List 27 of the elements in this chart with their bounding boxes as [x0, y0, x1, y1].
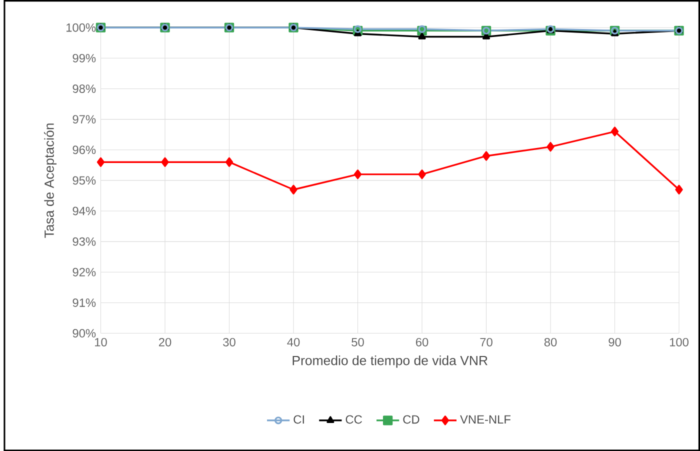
y-tick-label: 93% [72, 237, 96, 246]
x-axis-title: Promedio de tiempo de vida VNR [292, 355, 488, 368]
y-tick-label: 90% [72, 328, 96, 338]
x-tick-label: 80 [544, 338, 557, 346]
legend-label: VNE-NLF [460, 415, 510, 424]
y-axis-title: Tasa de Aceptación [44, 123, 57, 238]
y-tick-label: 96% [72, 146, 96, 154]
y-tick-label: 94% [72, 206, 96, 216]
y-tick-label: 98% [72, 84, 96, 93]
legend-label: CI [294, 415, 304, 424]
x-tick-label: 40 [287, 338, 300, 346]
x-tick-label: 30 [223, 338, 236, 346]
y-tick-label: 95% [72, 176, 96, 185]
x-tick-label: 10 [95, 338, 107, 346]
x-tick-label: 50 [352, 338, 364, 346]
x-tick-label: 90 [608, 338, 621, 346]
y-tick-label: 92% [72, 268, 96, 276]
x-tick-label: 100 [670, 338, 688, 346]
x-tick-label: 70 [480, 338, 492, 346]
y-tick-label: 99% [72, 54, 96, 62]
y-tick-label: 91% [72, 298, 96, 307]
y-tick-label: 100% [66, 23, 96, 32]
legend-label: CD [403, 415, 420, 424]
x-tick-label: 20 [158, 338, 172, 346]
y-tick-label: 97% [72, 114, 96, 124]
x-tick-label: 60 [416, 338, 428, 346]
legend-label: CC [346, 415, 362, 424]
